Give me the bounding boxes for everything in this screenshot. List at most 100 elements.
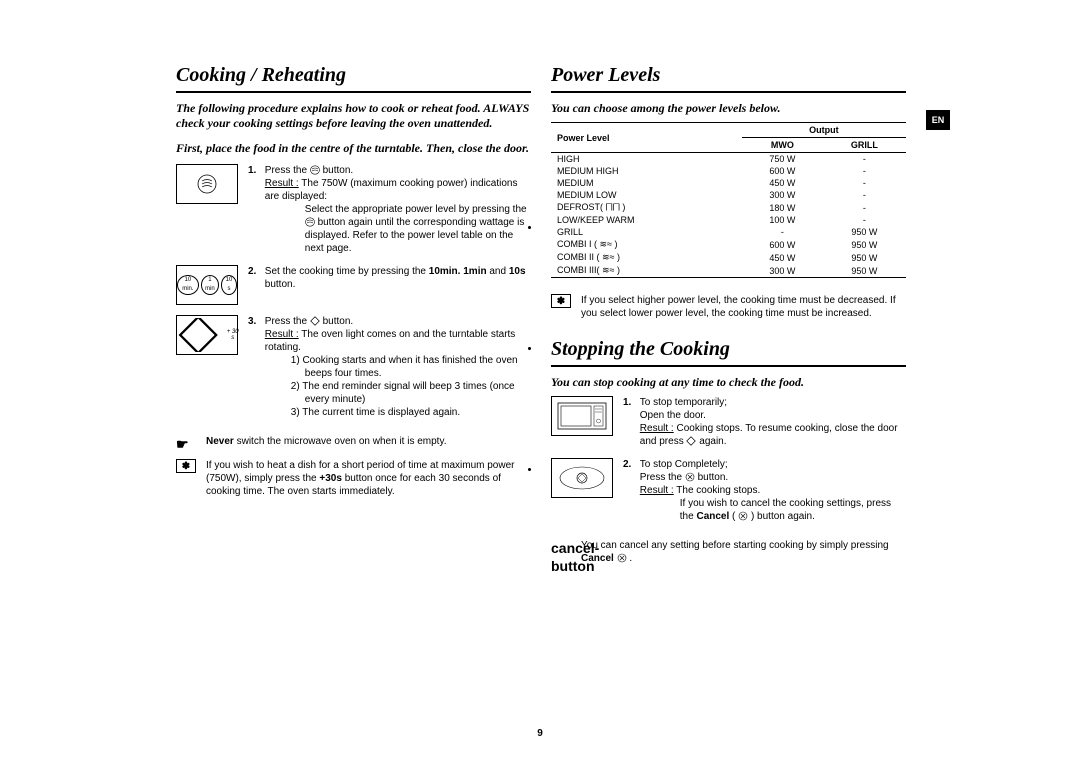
cell-mwo: 300 W: [742, 189, 823, 201]
text: Set the cooking time by pressing the: [265, 266, 429, 277]
bold: 10min.: [429, 266, 461, 277]
text: Cooking stops. To resume cooking, close …: [640, 423, 898, 447]
cell-mwo: 600 W: [742, 165, 823, 177]
text: Press the: [265, 165, 310, 176]
cell-pl: COMBI I ( ≋≈ ): [551, 238, 742, 251]
table-row: DEFROST( ⨅⨅ )180 W-: [551, 201, 906, 214]
cancel-icon: [685, 472, 695, 482]
left-column: Cooking / Reheating The following proced…: [176, 64, 531, 644]
step-num: 2.: [248, 265, 262, 278]
illustration-microwave: [551, 396, 613, 436]
illustration-start-button: + 30 s: [176, 315, 238, 355]
rule: [551, 365, 906, 367]
cell-mwo: 450 W: [742, 251, 823, 264]
cell-grill: 950 W: [823, 251, 906, 264]
diamond-icon: [310, 316, 320, 326]
text: The cooking stops.: [676, 485, 760, 496]
text: Select the appropriate power level by pr…: [305, 204, 527, 215]
text: Press the: [640, 472, 685, 483]
cell-grill: 950 W: [823, 226, 906, 238]
cell-grill: 950 W: [823, 264, 906, 278]
intro-power: You can choose among the power levels be…: [551, 101, 906, 116]
cell-mwo: 750 W: [742, 153, 823, 166]
text: button.: [698, 472, 729, 483]
text: To stop temporarily;: [640, 397, 727, 408]
table-row: COMBI I ( ≋≈ )600 W950 W: [551, 238, 906, 251]
step-num: 1.: [623, 396, 637, 409]
cell-grill: -: [823, 189, 906, 201]
text: If you select higher power level, the co…: [581, 294, 906, 320]
label-30s: + 30 s: [226, 329, 240, 341]
bold: 1min: [463, 266, 486, 277]
bold: 10s: [509, 266, 526, 277]
text: button again until the corresponding wat…: [305, 217, 525, 254]
note-never: ☛ Never switch the microwave oven on whe…: [176, 435, 531, 453]
cell-pl: MEDIUM: [551, 177, 742, 189]
table-row: COMBI II ( ≋≈ )450 W950 W: [551, 251, 906, 264]
table-row: LOW/KEEP WARM100 W-: [551, 214, 906, 226]
section-title-power: Power Levels: [551, 64, 906, 89]
cancel-icon: [738, 511, 748, 521]
step-num: 2.: [623, 458, 637, 471]
cell-pl: LOW/KEEP WARM: [551, 214, 742, 226]
step-3: + 30 s 3. Press the button. Result : The…: [176, 315, 531, 419]
result-text: The 750W (maximum cooking power) indicat…: [265, 178, 518, 202]
step-num: 3.: [248, 315, 262, 328]
th-power-level: Power Level: [551, 123, 742, 153]
page: Cooking / Reheating The following proced…: [176, 64, 906, 644]
cell-grill: -: [823, 165, 906, 177]
bold: Never: [206, 436, 234, 447]
cell-mwo: -: [742, 226, 823, 238]
cell-pl: MEDIUM LOW: [551, 189, 742, 201]
text: To stop Completely;: [640, 459, 728, 470]
result-label: Result :: [265, 329, 299, 340]
th-output: Output: [742, 123, 906, 138]
bold: Cancel: [696, 511, 729, 522]
sub-2: 2) The end reminder signal will beep 3 t…: [291, 380, 530, 406]
intro-cooking: The following procedure explains how to …: [176, 101, 531, 131]
note-30s: ✽ If you wish to heat a dish for a short…: [176, 459, 531, 498]
btn-10min: 10 min.: [177, 275, 199, 295]
step-num: 1.: [248, 164, 262, 177]
cell-mwo: 180 W: [742, 201, 823, 214]
table-row: MEDIUM LOW300 W-: [551, 189, 906, 201]
section-title-stopping: Stopping the Cooking: [551, 338, 906, 363]
th-mwo: MWO: [742, 138, 823, 153]
cancel-icon: [617, 553, 627, 563]
cell-pl: COMBI III( ≋≈ ): [551, 264, 742, 278]
text: You can cancel any setting before starti…: [581, 540, 889, 551]
result-label: Result :: [640, 423, 674, 434]
text: again.: [699, 436, 726, 447]
note-power: ✽ If you select higher power level, the …: [551, 294, 906, 320]
pointer-icon: cancel-button: [551, 539, 571, 575]
pointer-icon: ☛: [176, 435, 196, 453]
cell-mwo: 300 W: [742, 264, 823, 278]
wave-icon: [305, 217, 315, 227]
intro-stopping: You can stop cooking at any time to chec…: [551, 375, 906, 390]
btn-1min: 1 min: [201, 275, 219, 295]
rule: [551, 91, 906, 93]
wave-icon: [310, 165, 320, 175]
cell-grill: -: [823, 214, 906, 226]
sub-3: 3) The current time is displayed again.: [291, 406, 530, 419]
result-label: Result :: [640, 485, 674, 496]
text: and: [489, 266, 508, 277]
text: button.: [323, 316, 354, 327]
power-table: Power Level Output MWO GRILL HIGH750 W- M…: [551, 122, 906, 278]
cell-grill: 950 W: [823, 238, 906, 251]
text: Press the: [265, 316, 310, 327]
rule: [176, 91, 531, 93]
illustration-cancel-button: [551, 458, 613, 498]
text: button.: [323, 165, 354, 176]
th-grill: GRILL: [823, 138, 906, 153]
btn-10s: 10 s: [221, 275, 237, 295]
cell-grill: -: [823, 153, 906, 166]
table-row: HIGH750 W-: [551, 153, 906, 166]
stop-step-2: 2. To stop Completely; Press the button.…: [551, 458, 906, 523]
subintro-cooking: First, place the food in the centre of t…: [176, 141, 531, 156]
text: Open the door.: [640, 410, 706, 421]
asterisk-icon: ✽: [551, 294, 571, 308]
table-row: MEDIUM450 W-: [551, 177, 906, 189]
cell-pl: GRILL: [551, 226, 742, 238]
right-column: Power Levels You can choose among the po…: [551, 64, 906, 644]
